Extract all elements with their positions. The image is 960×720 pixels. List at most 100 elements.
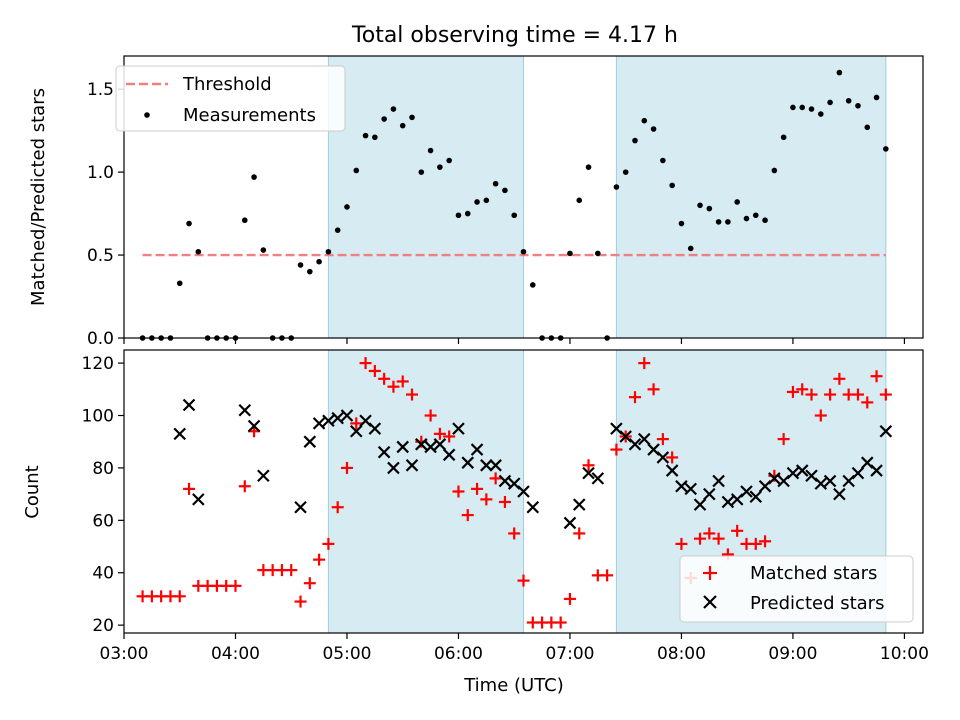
predicted-star-point xyxy=(405,459,419,472)
top-y-axis-label: Matched/Predicted stars xyxy=(28,88,49,306)
matched-star-point xyxy=(387,380,400,393)
matched-star-point xyxy=(406,388,419,401)
measurement-point xyxy=(715,219,722,225)
measurement-point xyxy=(622,169,629,175)
measurement-point xyxy=(446,157,452,164)
predicted-star-point xyxy=(572,498,586,511)
matched-star-point xyxy=(359,357,372,370)
matched-star-point xyxy=(601,569,614,582)
predicted-star-point xyxy=(638,432,651,446)
matched-star-point xyxy=(368,364,381,377)
measurement-point xyxy=(464,210,471,217)
top-title: Total observing time = 4.17 h xyxy=(351,23,678,48)
measurement-point xyxy=(260,247,267,253)
matched-star-point xyxy=(471,482,484,495)
predicted-star-point xyxy=(582,466,595,480)
bottom-y-ticks: 20 40 60 80 100 120 xyxy=(82,354,124,636)
matched-star-point xyxy=(833,372,846,385)
measurement-point xyxy=(176,280,183,287)
bottom-panel: 20 40 60 80 100 120 03:00 04:00 05:00 06:00 07:00… xyxy=(22,349,929,696)
matched-legend-swatch xyxy=(703,566,717,580)
top-y-tick-label: 1.5 xyxy=(87,80,114,100)
measurement-point xyxy=(706,205,713,212)
top-shaded-interval xyxy=(327,55,524,339)
measurement-point xyxy=(186,220,192,227)
matched-star-point xyxy=(424,409,437,422)
predicted-star-point xyxy=(387,461,400,475)
matched-star-point xyxy=(554,616,567,629)
predicted-star-point xyxy=(563,516,577,530)
measurement-point xyxy=(325,248,332,255)
matched-star-point xyxy=(861,396,874,409)
measurement-point xyxy=(520,248,527,255)
measurement-point xyxy=(502,187,508,194)
bottom-x-tick-label: 07:00 xyxy=(545,644,594,664)
bottom-x-axis-label: Time (UTC) xyxy=(463,675,564,696)
matched-star-point xyxy=(480,493,493,506)
matched-star-point xyxy=(796,383,809,396)
matched-star-point xyxy=(814,409,827,422)
predicted-star-point xyxy=(833,487,846,501)
predicted-star-point xyxy=(693,498,707,511)
measurement-point xyxy=(511,212,518,219)
measurement-point xyxy=(437,164,443,170)
matched-star-point xyxy=(777,433,790,446)
bottom-x-tick-label: 10:00 xyxy=(880,644,929,664)
top-panel: 0.0 0.5 1.0 1.5 Total observing time = 4.17… xyxy=(28,23,924,349)
measurement-point xyxy=(780,134,787,141)
top-shaded-interval xyxy=(615,55,887,339)
measurement-point xyxy=(492,180,499,187)
bottom-y-tick-label: 100 xyxy=(82,407,114,427)
bottom-y-tick-label: 80 xyxy=(92,459,114,479)
predicted-star-point xyxy=(415,438,428,451)
matched-star-point xyxy=(573,527,586,540)
measurement-point xyxy=(660,157,666,164)
predicted-star-point xyxy=(396,440,409,454)
bottom-y-axis-label: Count xyxy=(22,465,43,518)
measurement-point xyxy=(669,182,675,189)
measurement-point xyxy=(409,114,415,121)
predicted-star-point xyxy=(517,485,530,498)
measurement-point xyxy=(390,106,397,112)
bottom-y-tick-label: 20 xyxy=(92,616,114,636)
measurement-point xyxy=(799,104,806,111)
matched-star-point xyxy=(331,501,344,514)
measurement-point xyxy=(399,122,406,129)
matched-star-point xyxy=(498,495,511,508)
predicted-star-point xyxy=(712,474,725,488)
bottom-y-tick-label: 60 xyxy=(92,511,114,531)
measurement-point xyxy=(529,282,536,288)
measurement-point xyxy=(455,212,462,219)
predicted-star-point xyxy=(377,445,391,459)
predicted-star-point xyxy=(498,474,512,488)
predicted-star-point xyxy=(749,490,763,504)
matched-star-point xyxy=(628,391,641,404)
matched-star-point xyxy=(238,480,251,493)
predicted-star-point xyxy=(851,466,865,480)
predicted-star-point xyxy=(656,451,670,464)
measurement-point xyxy=(790,104,796,111)
predicted-legend-label: Predicted stars xyxy=(750,593,884,614)
matched-star-point xyxy=(322,537,335,550)
predicted-star-point xyxy=(665,464,679,477)
matched-star-point xyxy=(563,592,576,605)
matched-star-point xyxy=(229,579,242,592)
measurement-point xyxy=(613,184,620,190)
predicted-star-point xyxy=(452,422,465,435)
predicted-star-point xyxy=(192,493,205,506)
measurement-point xyxy=(297,262,304,268)
predicted-star-point xyxy=(424,440,437,454)
predicted-star-point xyxy=(823,474,837,488)
predicted-star-point xyxy=(247,419,261,433)
bottom-x-tick-label: 06:00 xyxy=(434,644,483,664)
matched-star-point xyxy=(183,482,196,495)
matched-star-point xyxy=(443,430,456,443)
measurement-point xyxy=(743,215,750,222)
matched-star-point xyxy=(666,451,679,464)
measurement-point xyxy=(334,227,341,233)
matched-star-point xyxy=(303,577,316,590)
predicted-star-point xyxy=(480,459,493,472)
bottom-legend-box xyxy=(679,555,914,623)
measurement-point xyxy=(734,199,740,205)
